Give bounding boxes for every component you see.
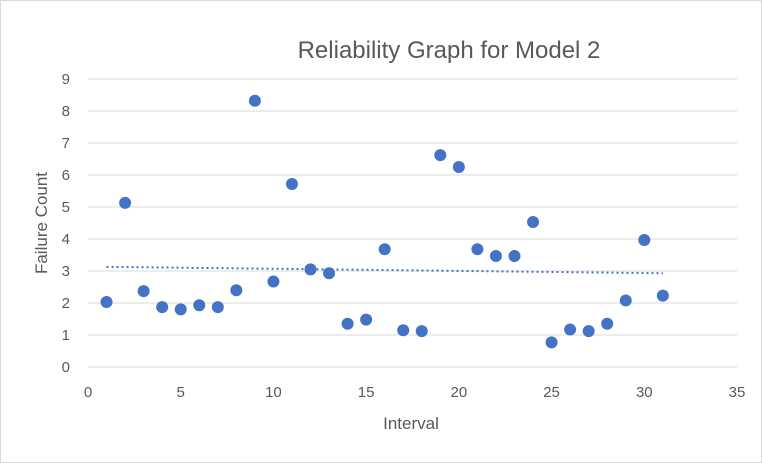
data-point: [415, 325, 428, 338]
data-point: [471, 243, 484, 256]
y-axis-title: Failure Count: [32, 172, 51, 274]
data-point: [193, 299, 206, 312]
data-point: [601, 317, 614, 330]
y-tick-label: 6: [62, 167, 70, 184]
data-point: [137, 285, 150, 298]
x-tick-label: 25: [543, 384, 560, 401]
y-tick-label: 8: [62, 103, 70, 120]
data-point: [156, 301, 169, 314]
data-point: [323, 267, 336, 280]
data-point: [230, 284, 243, 297]
x-tick-label: 5: [177, 384, 185, 401]
data-point: [378, 243, 391, 256]
x-tick-label: 30: [636, 384, 653, 401]
x-axis-tick-labels: 0 5 10 15 20 25 30 35: [84, 384, 746, 401]
data-point: [434, 149, 447, 162]
data-point: [341, 317, 354, 330]
x-tick-label: 20: [451, 384, 468, 401]
y-tick-label: 0: [62, 359, 70, 376]
data-point: [360, 313, 373, 326]
data-point: [304, 263, 317, 276]
data-point: [638, 233, 651, 246]
y-tick-label: 4: [62, 231, 70, 248]
x-tick-label: 10: [265, 384, 282, 401]
trendline: [106, 265, 663, 275]
y-axis-tick-labels: 0 1 2 3 4 5 6 7 8 9: [62, 71, 70, 376]
x-tick-label: 0: [84, 384, 92, 401]
data-point: [119, 196, 132, 209]
data-point: [545, 336, 558, 349]
data-point: [489, 249, 502, 262]
gridlines: [88, 78, 737, 368]
data-point: [582, 325, 595, 338]
x-axis-title: Interval: [383, 414, 439, 433]
data-point: [656, 289, 669, 302]
data-point: [267, 275, 280, 288]
y-tick-label: 1: [62, 327, 70, 344]
data-point: [174, 303, 187, 316]
data-point: [564, 323, 577, 336]
data-point: [508, 249, 521, 262]
data-point: [397, 324, 410, 337]
data-point: [452, 161, 465, 173]
data-point: [248, 94, 261, 107]
x-tick-label: 15: [358, 384, 375, 401]
data-point: [619, 294, 632, 307]
y-tick-label: 5: [62, 199, 70, 216]
data-points: [100, 94, 669, 349]
y-tick-label: 2: [62, 295, 70, 312]
chart-title: Reliability Graph for Model 2: [298, 37, 601, 64]
data-point: [100, 296, 113, 309]
data-point: [285, 177, 298, 190]
y-tick-label: 7: [62, 135, 70, 152]
y-tick-label: 9: [62, 71, 70, 88]
x-tick-label: 35: [729, 384, 746, 401]
data-point: [211, 301, 224, 314]
y-tick-label: 3: [62, 263, 70, 280]
data-point: [527, 216, 540, 229]
